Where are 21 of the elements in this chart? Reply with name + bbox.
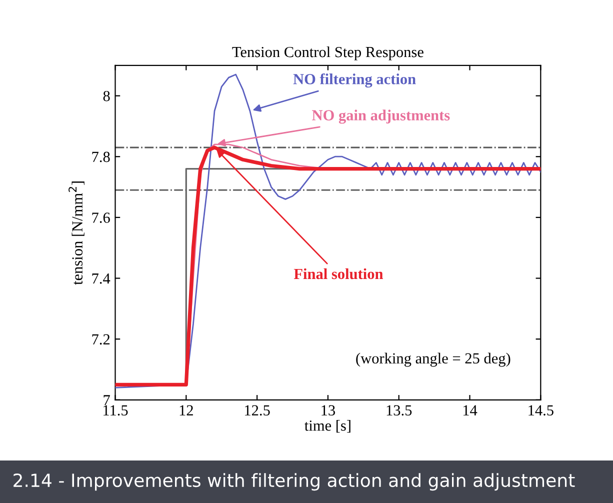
x-tick-label: 12 (180, 405, 193, 416)
chart-title: Tension Control Step Response (232, 46, 424, 60)
y-tick-label: 7.8 (92, 152, 110, 162)
y-axis-title: tension [N/mm$^{2}$] (68, 182, 84, 285)
y-tick-label: 7.6 (92, 212, 110, 223)
text: NO gain adjustments (312, 110, 450, 124)
y-tick-label: 8 (103, 90, 110, 102)
x-axis-title: time [s] (304, 420, 350, 433)
x-tick-label: 14.5 (528, 405, 554, 416)
x-tick-label: 13 (322, 405, 335, 416)
annotation: (working angle = 25 deg) (356, 352, 510, 367)
x-tick-label: 13.5 (386, 405, 412, 416)
y-tick-label: 7.4 (92, 273, 110, 284)
text: Final solution (294, 268, 384, 280)
y-tick-label: 7 (104, 395, 110, 406)
x-tick-label: 12.5 (245, 405, 270, 416)
y-tick-label: 7.2 (92, 334, 110, 345)
text: 2.14 - Improvements with filtering action and gain adjustment (14, 473, 575, 491)
x-tick-label: 11.5 (104, 405, 128, 416)
x-tick-label: 14 (463, 405, 478, 416)
text: NO filtering action (293, 73, 416, 88)
